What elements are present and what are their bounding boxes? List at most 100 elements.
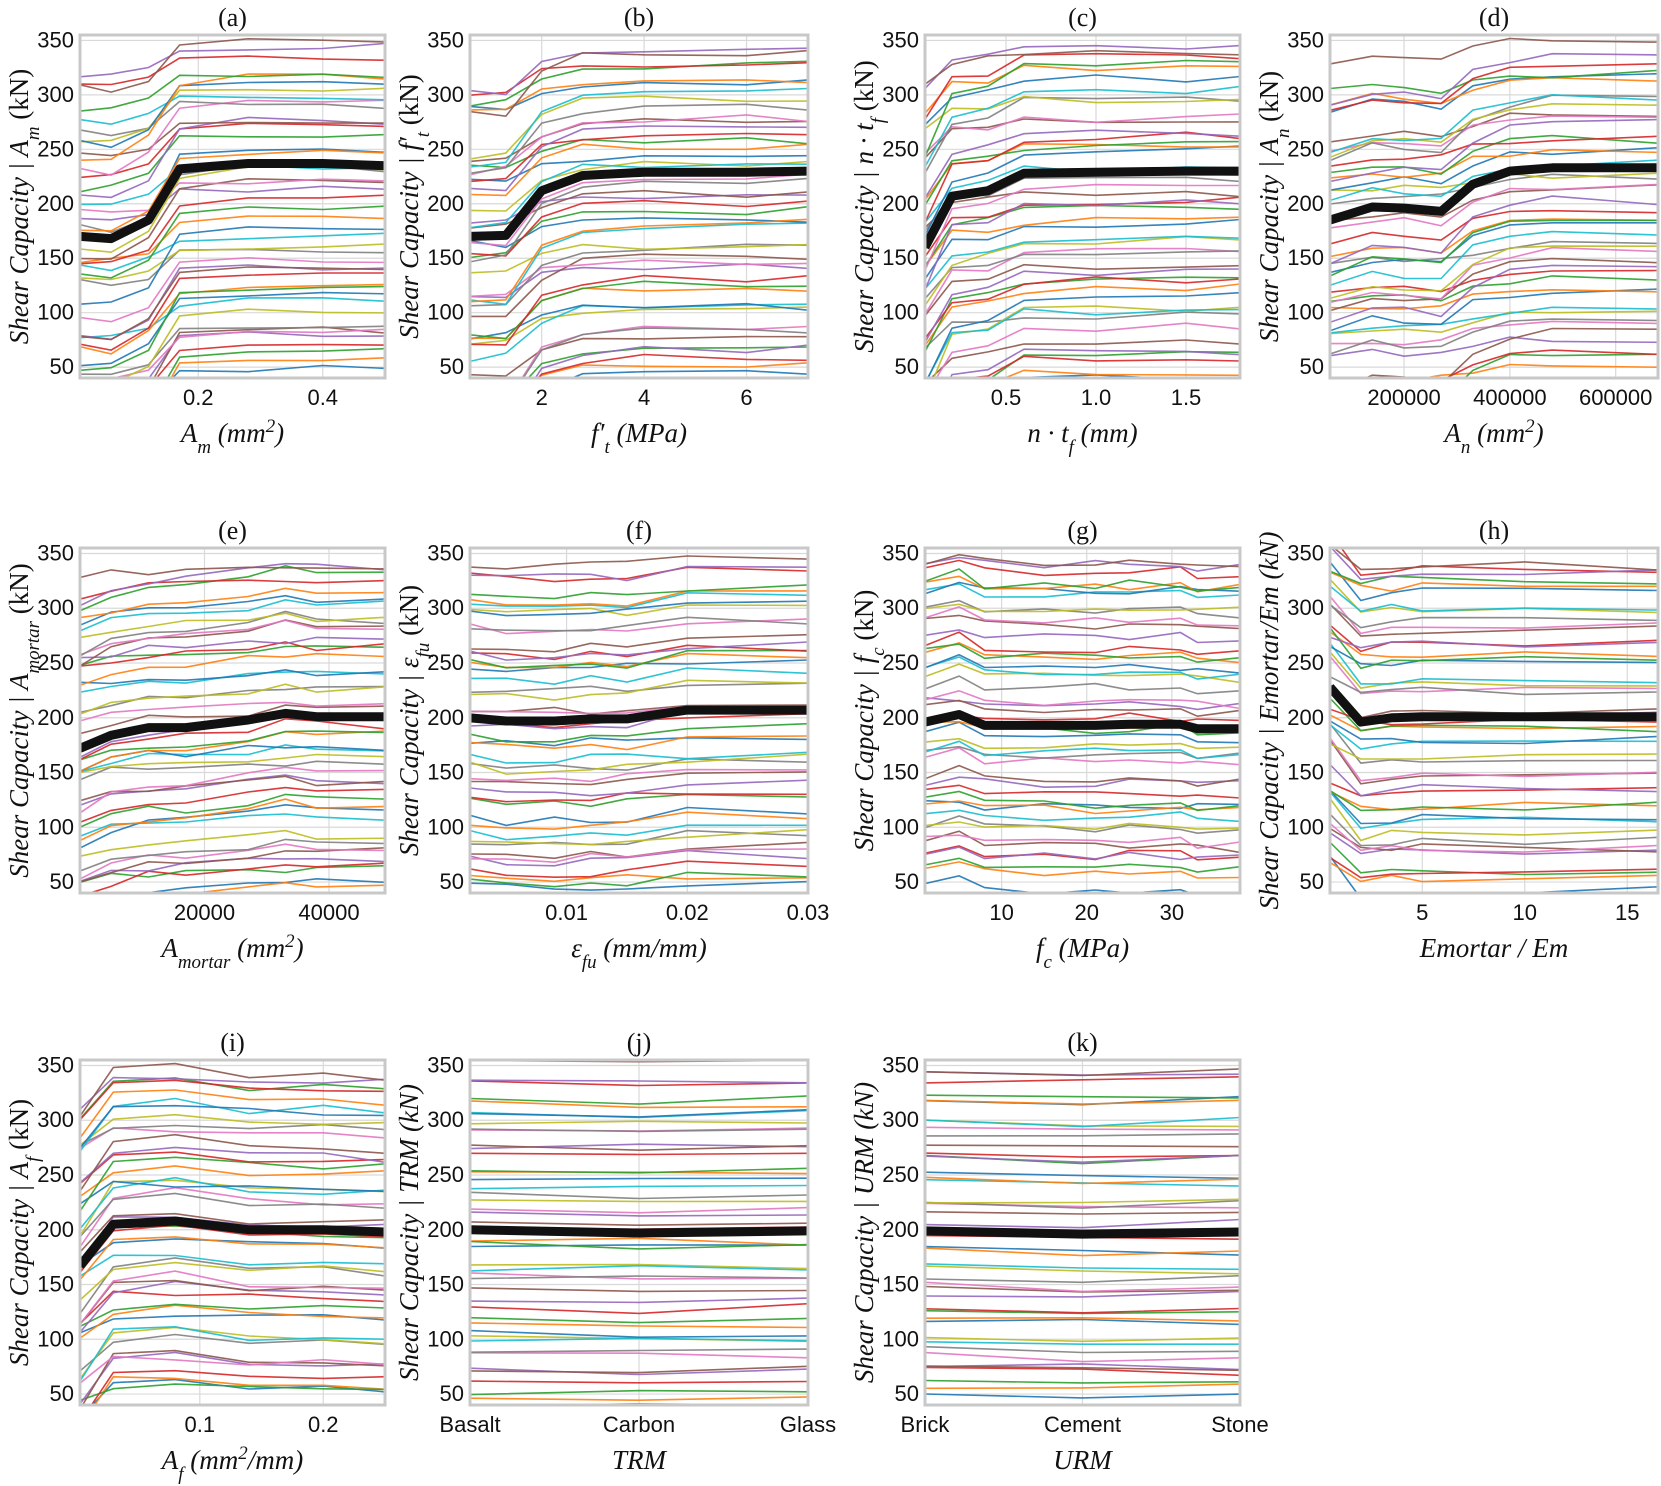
ice-curve xyxy=(470,274,808,346)
ice-curve xyxy=(925,247,1240,315)
ice-curve xyxy=(80,641,385,667)
ice-curve xyxy=(925,1281,1240,1293)
ice-curve xyxy=(80,730,385,761)
ice-curve xyxy=(80,1261,385,1301)
x-tick-label: 0.03 xyxy=(787,900,830,925)
y-axis-label: Shear Capacity | Am (kN) xyxy=(4,69,44,345)
ice-curves xyxy=(925,44,1240,378)
ice-curve xyxy=(470,61,808,96)
ice-curve xyxy=(925,559,1240,580)
ice-curve xyxy=(80,579,385,600)
ice-curve xyxy=(470,735,808,751)
ice-curve xyxy=(470,1080,808,1087)
y-tick-label: 250 xyxy=(427,650,464,675)
x-axis-label: Am (mm2) xyxy=(179,416,284,458)
ice-curve xyxy=(925,196,1240,258)
ice-curve xyxy=(925,643,1240,663)
axes-frame xyxy=(78,546,387,895)
ice-curve xyxy=(80,1104,385,1149)
y-tick-label: 200 xyxy=(882,191,919,216)
ice-curve xyxy=(470,667,808,686)
ice-curve xyxy=(1330,306,1658,334)
x-tick-label: 0.1 xyxy=(184,1412,215,1437)
ice-curve xyxy=(470,160,808,212)
y-tick-label: 250 xyxy=(37,136,74,161)
ice-curve xyxy=(470,641,808,661)
subplot-title: (h) xyxy=(1479,516,1509,545)
subplot-g: 50 100 150 200 250 300 350 10 20 30 (g) fc (MPa) She… xyxy=(849,516,1242,973)
ice-curve xyxy=(925,641,1240,664)
subplot-title: (a) xyxy=(218,3,247,32)
ice-curve xyxy=(80,42,385,78)
y-tick-label: 150 xyxy=(427,245,464,270)
ice-curve xyxy=(166,347,385,378)
ice-curve xyxy=(80,1270,385,1325)
axes-frame xyxy=(923,33,1242,380)
ice-curve xyxy=(470,1095,808,1105)
ice-curve xyxy=(80,793,385,828)
ice-curve xyxy=(80,73,385,112)
ice-curve xyxy=(925,721,1240,744)
ice-curve xyxy=(1363,327,1658,378)
x-axis-label: Amortar (mm2) xyxy=(159,931,303,973)
ice-curve xyxy=(925,311,1240,349)
ice-curve xyxy=(925,1154,1240,1164)
ice-curve xyxy=(80,272,385,351)
y-tick-label: 300 xyxy=(882,1107,919,1132)
ice-curve xyxy=(470,1167,808,1174)
axes-frame xyxy=(468,546,810,895)
ice-curve xyxy=(470,591,808,609)
ice-curve xyxy=(1330,218,1658,258)
ice-curve xyxy=(925,59,1240,158)
ice-curve xyxy=(470,1240,808,1250)
ice-curve xyxy=(1330,548,1658,581)
ice-curve xyxy=(1330,135,1658,167)
ice-curve xyxy=(925,1307,1240,1314)
ice-curve xyxy=(925,218,1240,280)
y-axis-label: Shear Capacity | URM (kN) xyxy=(849,1082,879,1383)
ice-curve xyxy=(925,283,1240,347)
ice-curve xyxy=(470,771,808,786)
subplot-title: (k) xyxy=(1067,1028,1097,1057)
ice-curve xyxy=(1330,264,1658,324)
y-tick-label: 200 xyxy=(882,1217,919,1242)
ice-curve xyxy=(925,1094,1240,1099)
ice-curve xyxy=(925,131,1240,223)
ice-curve xyxy=(925,85,1240,168)
ice-curve xyxy=(925,1336,1240,1343)
ice-curve xyxy=(925,582,1240,599)
ice-curve xyxy=(470,193,808,224)
ice-curve xyxy=(1330,63,1658,112)
ice-curve xyxy=(925,1068,1240,1077)
ice-curve xyxy=(80,610,385,657)
ice-curve xyxy=(925,599,1240,619)
ice-curve xyxy=(470,1237,808,1246)
y-tick-label: 250 xyxy=(1287,136,1324,161)
x-tick-label: Brick xyxy=(901,1412,951,1437)
y-tick-label: 250 xyxy=(37,650,74,675)
ice-curve xyxy=(1330,318,1658,355)
ice-curve xyxy=(1002,369,1240,378)
ice-curve xyxy=(80,847,385,883)
ice-curve xyxy=(470,1329,808,1339)
ice-curve xyxy=(470,199,808,257)
ice-curve xyxy=(1330,651,1658,689)
ice-curve xyxy=(80,1351,385,1405)
x-axis-label: TRM xyxy=(612,1445,668,1475)
x-axis-label: An (mm2) xyxy=(1442,416,1543,458)
subplot-i: 50 100 150 200 250 300 350 0.1 0.2 (i) Af (mm2/mm)… xyxy=(4,1028,387,1485)
ice-curve xyxy=(470,679,808,701)
ice-curve xyxy=(1444,349,1658,378)
y-tick-label: 250 xyxy=(882,1162,919,1187)
y-tick-label: 150 xyxy=(37,245,74,270)
ice-curve xyxy=(470,1302,808,1315)
ice-curve xyxy=(80,1165,385,1198)
ice-curve xyxy=(925,268,1240,343)
y-tick-label: 300 xyxy=(37,1107,74,1132)
y-tick-label: 200 xyxy=(882,705,919,730)
subplot-e: 50 100 150 200 250 300 350 20000 40000 (e) Amortar… xyxy=(4,516,387,973)
y-tick-label: 300 xyxy=(37,595,74,620)
ice-curve xyxy=(925,44,1240,90)
ice-curve xyxy=(1330,724,1658,750)
y-tick-label: 100 xyxy=(1287,300,1324,325)
